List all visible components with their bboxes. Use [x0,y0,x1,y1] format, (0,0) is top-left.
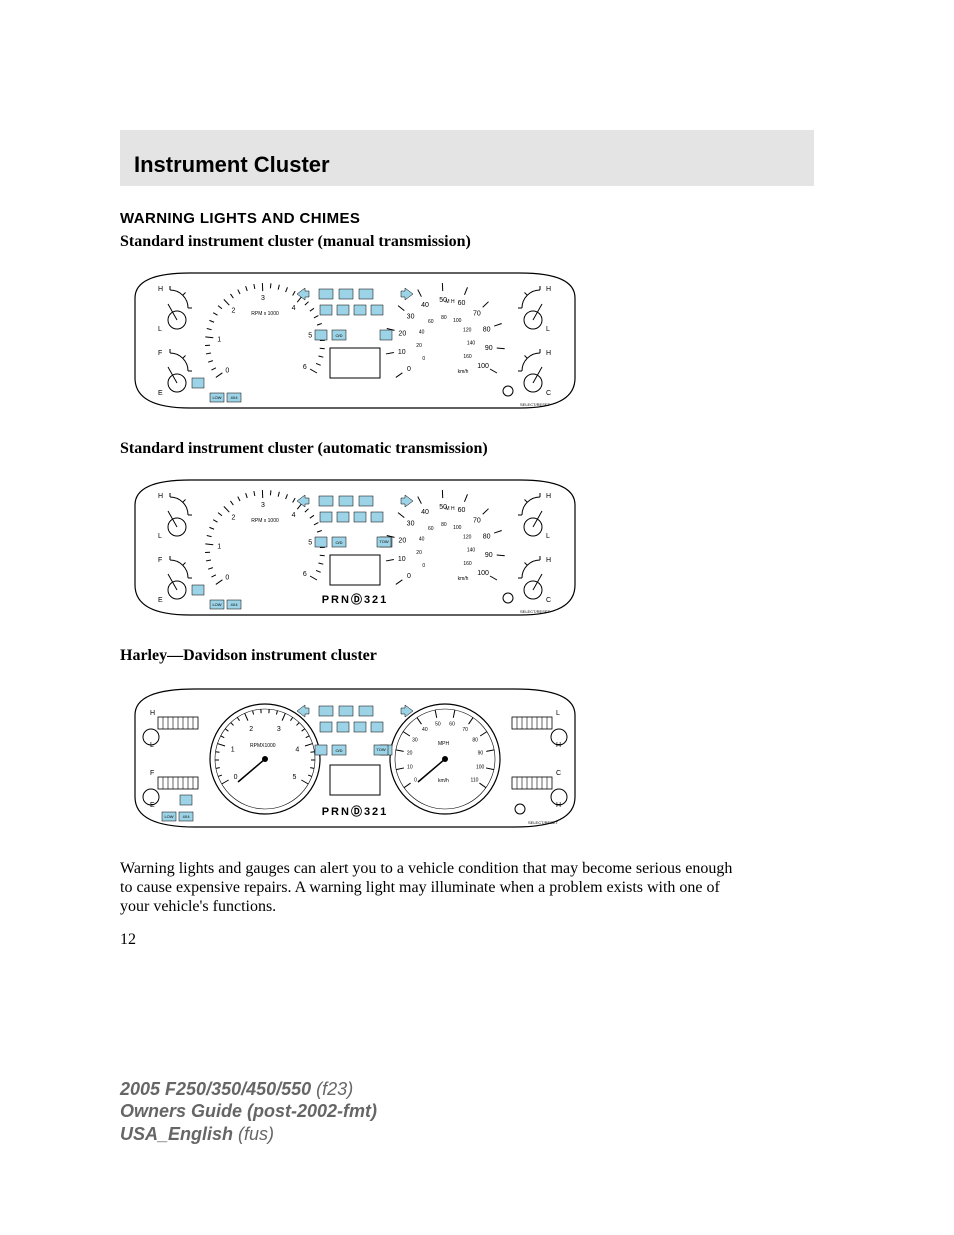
footer: 2005 F250/350/450/550 (f23) Owners Guide… [120,1078,377,1146]
page-number: 12 [120,931,814,949]
page: Instrument Cluster WARNING LIGHTS AND CH… [0,0,954,1235]
cluster-caption-2: Standard instrument cluster (automatic t… [120,440,814,458]
page-title: Instrument Cluster [134,152,330,178]
tow-haul-label: TOW [379,539,388,544]
footer-line-3: USA_English (fus) [120,1123,377,1146]
prnd-indicator: PRNⒹ321 [322,592,389,606]
cluster-caption-3: Harley—Davidson instrument cluster [120,647,814,665]
cluster-svg-2: PRNⒹ321 TOW [120,470,590,625]
cluster-caption-1: Standard instrument cluster (manual tran… [120,233,814,251]
cluster-svg-3: PRNⒹ321 [120,677,590,837]
section-heading: WARNING LIGHTS AND CHIMES [120,210,814,227]
cluster-svg-1 [120,263,590,418]
body-paragraph: Warning lights and gauges can alert you … [120,859,740,917]
prnd-indicator: PRNⒹ321 [322,804,389,818]
cluster-figure-2: PRNⒹ321 TOW [120,470,814,625]
footer-line-2: Owners Guide (post-2002-fmt) [120,1100,377,1123]
cluster-figure-3: PRNⒹ321 [120,677,814,837]
cluster-figure-1 [120,263,814,418]
footer-line-1: 2005 F250/350/450/550 (f23) [120,1078,377,1101]
header-bar: Instrument Cluster [120,130,814,186]
